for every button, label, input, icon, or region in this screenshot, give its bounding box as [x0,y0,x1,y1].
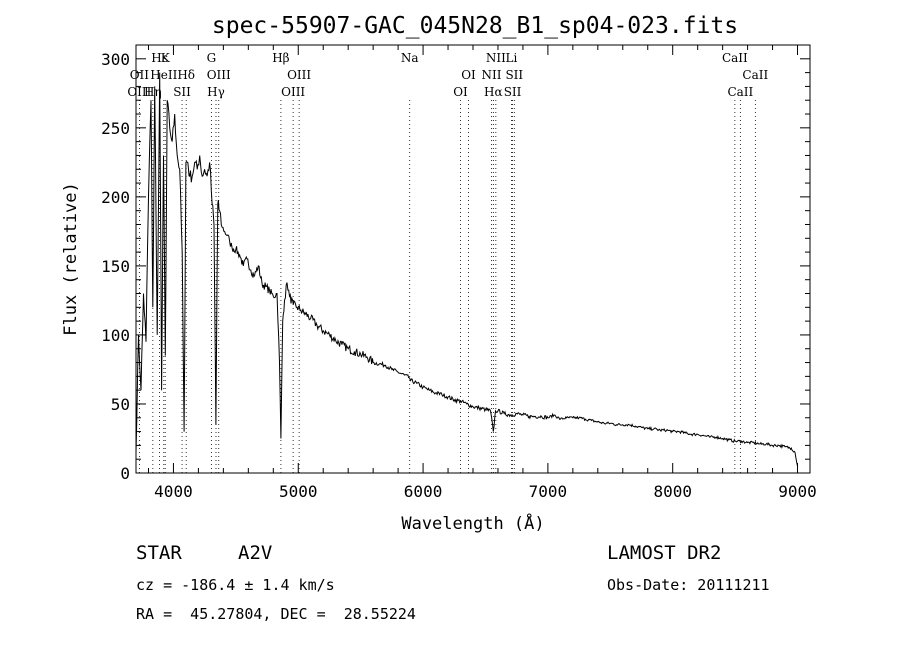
line-marker-label: K [161,51,171,65]
spectrum-line [135,72,798,467]
line-marker-label: OI [453,85,468,99]
line-marker-label: OIII [281,85,305,99]
x-axis-label: Wavelength (Å) [401,512,544,534]
spectral-line-markers: HεKHeIIOIIOIIIHηHδSIIGOIIIHγHβOIIIOIIINa… [127,51,768,473]
line-marker-label: Hδ [177,68,195,82]
survey-name: LAMOST DR2 [607,542,722,564]
chart-title: spec-55907-GAC_045N28_B1_sp04-023.fits [212,13,738,39]
object-class: STAR [136,542,182,564]
x-tick-label: 4000 [154,482,193,501]
coordinates: RA = 45.27804, DEC = 28.55224 [136,605,416,623]
line-marker-label: OIII [207,68,231,82]
x-tick-label: 6000 [404,482,443,501]
line-marker-label: Na [401,51,419,65]
line-marker-label: Hη [144,85,162,99]
y-tick-label: 200 [101,188,130,207]
y-tick-label: 300 [101,50,130,69]
axis-ticks: 4000 5000 6000 7000 8000 9000 0 50 100 150 200 250 3… [101,44,817,501]
y-axis-label: Flux (relative) [61,182,81,336]
line-marker-label: Hα [484,85,503,99]
y-tick-label: 50 [111,395,130,414]
y-tick-label: 0 [120,464,130,483]
object-subclass: A2V [238,542,273,564]
line-marker-label: Hγ [207,85,225,99]
line-marker-label: Li [506,51,518,65]
y-tick-label: 150 [101,257,130,276]
x-tick-label: 8000 [653,482,692,501]
x-tick-label: 9000 [778,482,817,501]
radial-velocity: cz = -186.4 ± 1.4 km/s [136,576,335,594]
line-marker-label: CaII [727,85,753,99]
line-marker-label: NII [486,51,506,65]
observation-date: Obs-Date: 20111211 [607,576,770,594]
line-marker-label: OIII [127,85,151,99]
y-tick-label: 100 [101,326,130,345]
line-marker-label: SII [173,85,191,99]
line-marker-label: CaII [722,51,748,65]
line-marker-label: Hβ [272,51,289,65]
x-tick-label: 7000 [529,482,568,501]
plot-frame [135,44,811,474]
line-marker-label: OIII [287,68,311,82]
line-marker-label: OI [461,68,476,82]
line-marker-label: HeII [150,68,177,82]
line-marker-label: SII [505,68,523,82]
line-marker-label: NII [481,68,501,82]
line-marker-label: Hε [151,51,168,65]
line-marker-label: SII [504,85,522,99]
x-tick-label: 5000 [279,482,318,501]
line-marker-label: G [207,51,217,65]
line-marker-label: OII [130,68,150,82]
line-marker-label: CaII [742,68,768,82]
y-tick-label: 250 [101,119,130,138]
